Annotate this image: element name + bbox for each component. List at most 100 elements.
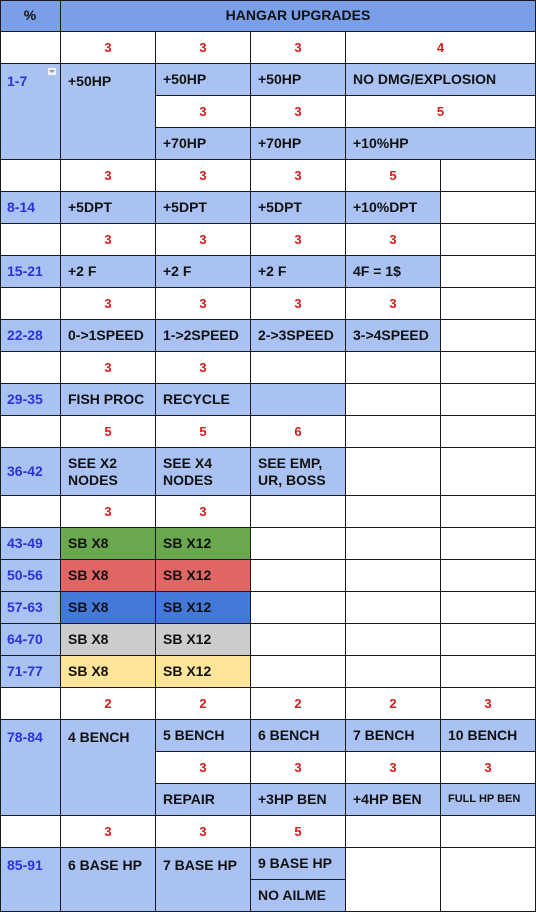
upgrade-cell[interactable]: +5DPT	[251, 192, 346, 224]
cost-cell[interactable]: 3	[156, 816, 251, 848]
upgrade-cell[interactable]: +5DPT	[156, 192, 251, 224]
cost-cell[interactable]: 3	[156, 224, 251, 256]
upgrade-cell[interactable]: 6 BENCH	[251, 720, 346, 752]
tier-cell[interactable]	[0, 688, 61, 720]
cost-cell[interactable]: 3	[61, 288, 156, 320]
tier-cell[interactable]	[0, 224, 61, 256]
tier-label[interactable]: 71-77	[0, 656, 61, 688]
upgrade-cell[interactable]: NO DMG/EXPLOSION	[346, 64, 536, 96]
cost-cell[interactable]: 2	[346, 688, 441, 720]
upgrade-cell[interactable]: +2 F	[156, 256, 251, 288]
empty-cell[interactable]	[441, 448, 536, 496]
cost-cell[interactable]: 3	[61, 352, 156, 384]
cost-cell[interactable]: 5	[61, 416, 156, 448]
tier-cell[interactable]	[0, 160, 61, 192]
upgrade-cell[interactable]: 7 BASE HP	[156, 848, 251, 912]
upgrade-cell[interactable]: SB X12	[156, 624, 251, 656]
empty-cell[interactable]	[441, 496, 536, 528]
empty-cell[interactable]	[441, 592, 536, 624]
filter-dropdown-icon[interactable]	[47, 67, 57, 76]
upgrade-cell[interactable]: SEE EMP, UR, BOSS	[251, 448, 346, 496]
cost-cell[interactable]: 3	[156, 160, 251, 192]
upgrade-cell[interactable]: FULL HP BEN	[441, 784, 536, 816]
empty-cell[interactable]	[346, 592, 441, 624]
tier-cell[interactable]	[0, 816, 61, 848]
cost-cell[interactable]: 3	[251, 96, 346, 128]
upgrade-cell[interactable]: SB X8	[61, 624, 156, 656]
cost-cell[interactable]: 3	[156, 288, 251, 320]
upgrade-cell[interactable]: 10 BENCH	[441, 720, 536, 752]
cost-cell[interactable]: 4	[346, 32, 536, 64]
upgrade-cell[interactable]: NO AILME	[251, 880, 346, 912]
empty-cell[interactable]	[251, 528, 346, 560]
cost-cell[interactable]: 3	[251, 288, 346, 320]
upgrade-cell[interactable]: SB X12	[156, 528, 251, 560]
upgrade-cell[interactable]: +3HP BEN	[251, 784, 346, 816]
cost-cell[interactable]: 3	[61, 32, 156, 64]
tier-cell[interactable]	[0, 496, 61, 528]
empty-cell[interactable]	[346, 848, 441, 912]
tier-label[interactable]: 43-49	[0, 528, 61, 560]
cost-cell[interactable]: 5	[346, 96, 536, 128]
empty-cell[interactable]	[251, 496, 346, 528]
tier-cell[interactable]	[0, 288, 61, 320]
cost-cell[interactable]: 3	[251, 224, 346, 256]
cost-cell[interactable]: 3	[156, 496, 251, 528]
empty-cell[interactable]	[251, 384, 346, 416]
empty-cell[interactable]	[346, 624, 441, 656]
cost-cell[interactable]: 2	[251, 688, 346, 720]
upgrade-cell[interactable]: SB X12	[156, 560, 251, 592]
empty-cell[interactable]	[346, 528, 441, 560]
upgrade-cell[interactable]: +5DPT	[61, 192, 156, 224]
empty-cell[interactable]	[346, 352, 441, 384]
upgrade-cell[interactable]: FISH PROC	[61, 384, 156, 416]
upgrade-cell[interactable]: 4 BENCH	[61, 720, 156, 816]
cost-cell[interactable]: 5	[156, 416, 251, 448]
upgrade-cell[interactable]: +50HP	[61, 64, 156, 160]
cost-cell[interactable]: 3	[346, 288, 441, 320]
tier-label[interactable]: 50-56	[0, 560, 61, 592]
cost-cell[interactable]: 3	[61, 160, 156, 192]
tier-label[interactable]: 22-28	[0, 320, 61, 352]
cost-cell[interactable]: 3	[61, 224, 156, 256]
empty-cell[interactable]	[441, 224, 536, 256]
cost-cell[interactable]: 2	[61, 688, 156, 720]
empty-cell[interactable]	[441, 384, 536, 416]
empty-cell[interactable]	[346, 560, 441, 592]
upgrade-cell[interactable]: SB X8	[61, 592, 156, 624]
cost-cell[interactable]: 3	[61, 496, 156, 528]
upgrade-cell[interactable]: SB X8	[61, 656, 156, 688]
cost-cell[interactable]: 3	[156, 32, 251, 64]
tier-label[interactable]: 1-7	[0, 64, 61, 160]
upgrade-cell[interactable]: SB X12	[156, 656, 251, 688]
upgrade-cell[interactable]: 1->2SPEED	[156, 320, 251, 352]
empty-cell[interactable]	[441, 320, 536, 352]
cost-cell[interactable]: 3	[251, 752, 346, 784]
upgrade-cell[interactable]: 3->4SPEED	[346, 320, 441, 352]
tier-label[interactable]: 85-91	[0, 848, 61, 912]
empty-cell[interactable]	[346, 384, 441, 416]
empty-cell[interactable]	[441, 160, 536, 192]
upgrade-cell[interactable]: 2->3SPEED	[251, 320, 346, 352]
upgrade-cell[interactable]: 5 BENCH	[156, 720, 251, 752]
empty-cell[interactable]	[441, 816, 536, 848]
tier-label[interactable]: 64-70	[0, 624, 61, 656]
upgrade-cell[interactable]: 4F = 1$	[346, 256, 441, 288]
empty-cell[interactable]	[346, 448, 441, 496]
empty-cell[interactable]	[441, 192, 536, 224]
empty-cell[interactable]	[251, 592, 346, 624]
empty-cell[interactable]	[346, 496, 441, 528]
upgrade-cell[interactable]: SB X8	[61, 528, 156, 560]
cost-cell[interactable]: 5	[251, 816, 346, 848]
upgrade-cell[interactable]: SEE X4 NODES	[156, 448, 251, 496]
cost-cell[interactable]: 6	[251, 416, 346, 448]
upgrade-cell[interactable]: 7 BENCH	[346, 720, 441, 752]
tier-label[interactable]: 57-63	[0, 592, 61, 624]
percent-header[interactable]: %	[0, 0, 61, 32]
upgrade-cell[interactable]: +2 F	[61, 256, 156, 288]
cost-cell[interactable]: 3	[156, 752, 251, 784]
upgrade-cell[interactable]: SB X8	[61, 560, 156, 592]
empty-cell[interactable]	[346, 416, 441, 448]
empty-cell[interactable]	[441, 624, 536, 656]
upgrade-cell[interactable]: 9 BASE HP	[251, 848, 346, 880]
